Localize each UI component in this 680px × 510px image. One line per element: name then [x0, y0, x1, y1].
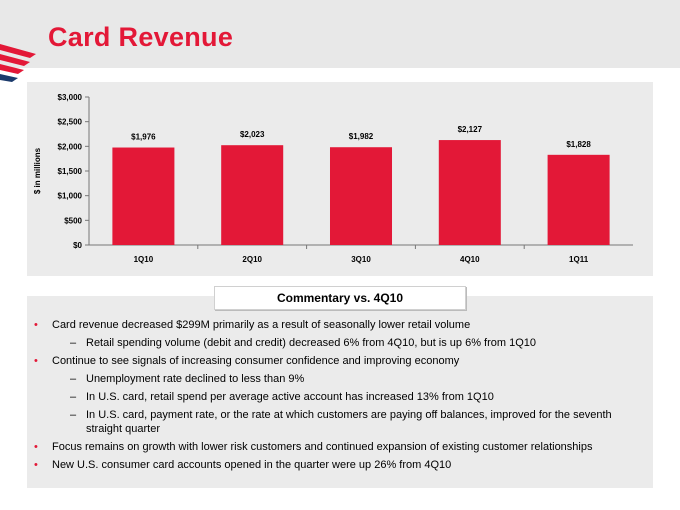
- bar: [438, 140, 501, 245]
- y-tick-label: $2,500: [58, 118, 83, 127]
- x-tick-label: 1Q10: [134, 255, 154, 264]
- commentary-title: Commentary vs. 4Q10: [214, 286, 466, 310]
- x-tick-label: 1Q11: [569, 255, 589, 264]
- y-tick-label: $0: [73, 241, 82, 250]
- y-tick-label: $1,500: [58, 167, 83, 176]
- y-axis-title: $ in millions: [33, 147, 42, 194]
- sub-bullet-item: Retail spending volume (debit and credit…: [27, 336, 647, 350]
- bullet-item: Continue to see signals of increasing co…: [27, 354, 647, 368]
- card-revenue-bar-chart: $0 $500 $1,000 $1,500 $2,000 $2,500 $3,000 $1,…: [33, 93, 633, 264]
- bar-value-label: $1,828: [566, 140, 591, 149]
- page-title: Card Revenue: [48, 22, 234, 52]
- bar-value-label: $1,982: [349, 132, 374, 141]
- y-tick-label: $3,000: [58, 93, 83, 102]
- sub-bullet-item: In U.S. card, retail spend per average a…: [27, 390, 647, 404]
- bar-value-label: $2,023: [240, 130, 265, 139]
- bar: [547, 154, 610, 245]
- bar: [221, 145, 284, 245]
- y-tick-label: $500: [64, 216, 82, 225]
- bullet-item: New U.S. consumer card accounts opened i…: [27, 458, 647, 472]
- x-tick-label: 2Q10: [242, 255, 262, 264]
- x-tick-label: 4Q10: [460, 255, 480, 264]
- bullet-item: Focus remains on growth with lower risk …: [27, 440, 647, 454]
- header-band: [0, 0, 680, 68]
- y-tick-label: $1,000: [58, 192, 83, 201]
- bar: [112, 147, 175, 245]
- bullet-item: Card revenue decreased $299M primarily a…: [27, 318, 647, 332]
- bar-value-label: $1,976: [131, 133, 156, 142]
- y-tick-label: $2,000: [58, 142, 83, 151]
- sub-bullet-item: Unemployment rate declined to less than …: [27, 372, 647, 386]
- commentary-bullet-list: Card revenue decreased $299M primarily a…: [27, 318, 647, 476]
- x-tick-label: 3Q10: [351, 255, 371, 264]
- flagscape-logo-icon: [0, 44, 36, 82]
- bar: [329, 147, 393, 245]
- bar-value-label: $2,127: [458, 125, 483, 134]
- sub-bullet-item: In U.S. card, payment rate, or the rate …: [27, 408, 647, 436]
